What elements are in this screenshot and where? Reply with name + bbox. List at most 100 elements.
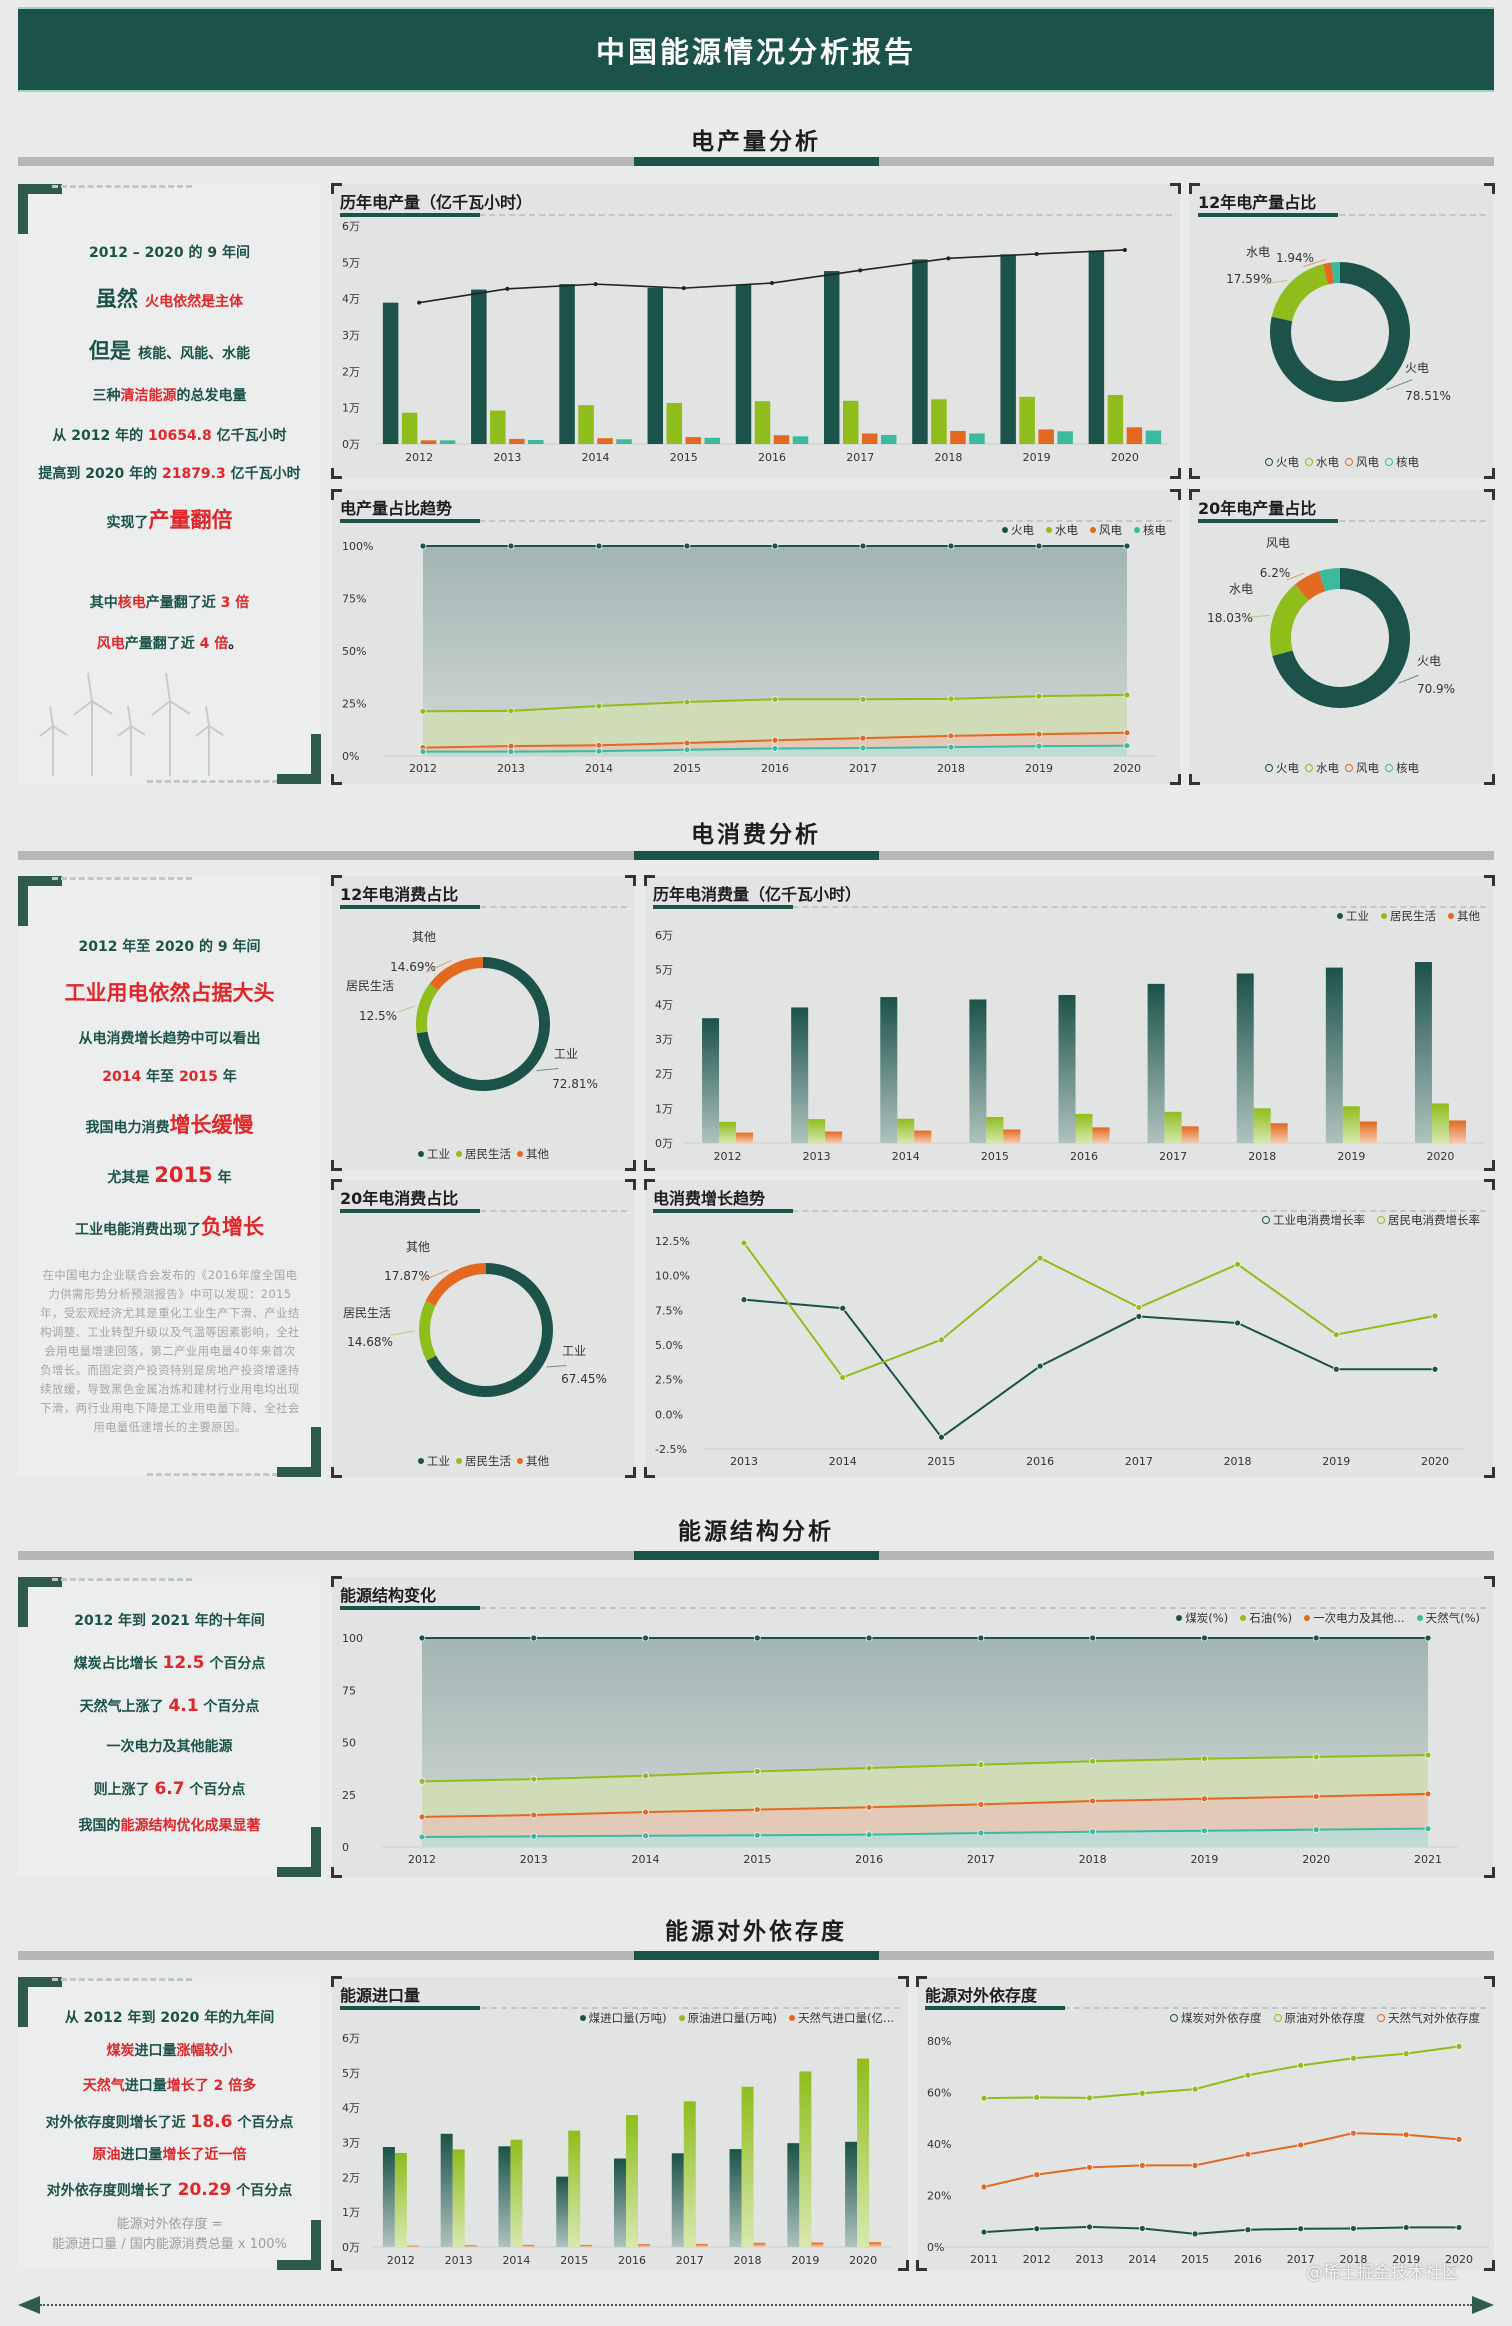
legend-item[interactable]: 石油(%) xyxy=(1240,1610,1292,1626)
legend-item[interactable]: 居民生活 xyxy=(1381,908,1436,924)
legend-item[interactable]: 天然气对外依存度 xyxy=(1377,2010,1480,2026)
x-tick-label: 2014 xyxy=(582,451,610,464)
legend-item[interactable]: 火电 xyxy=(1265,760,1299,776)
bar-series-1 xyxy=(401,412,418,444)
legend-item[interactable]: 水电 xyxy=(1305,454,1339,470)
insight-line: 则上涨了 6.7 个百分点 xyxy=(18,1778,321,1801)
legend-item[interactable]: 其他 xyxy=(1448,908,1480,924)
legend-label: 风电 xyxy=(1356,761,1379,775)
insight-line: 天然气进口量增长了 2 倍多 xyxy=(18,2075,321,2097)
legend-item[interactable]: 煤进口量(万吨) xyxy=(579,2010,667,2026)
legend-marker-icon xyxy=(1305,458,1313,466)
x-tick-label: 2014 xyxy=(829,1455,857,1468)
x-tick-label: 2013 xyxy=(493,451,521,464)
legend-item[interactable]: 其他 xyxy=(517,1453,549,1469)
x-tick-label: 2019 xyxy=(1025,762,1053,775)
insight-line: 煤炭占比增长 12.5 个百分点 xyxy=(18,1652,321,1675)
point-一次电力及其他... xyxy=(865,1803,873,1811)
insight-line: 能源进口量 / 国内能源消费总量 x 100% xyxy=(18,2233,321,2256)
legend-label: 核电 xyxy=(1396,455,1419,469)
bar-series-2 xyxy=(1038,429,1054,444)
legend-item[interactable]: 工业 xyxy=(418,1453,450,1469)
legend-item[interactable]: 煤炭对外依存度 xyxy=(1170,2010,1262,2026)
insight-text: 从 2012 年到 2020 年的九年间 xyxy=(64,2010,275,2026)
legend-item[interactable]: 水电 xyxy=(1305,760,1339,776)
legend-item[interactable]: 天然气进口量(亿... xyxy=(789,2010,894,2026)
y-tick-label: 5万 xyxy=(342,256,360,269)
point-一次电力及其他... xyxy=(1424,1790,1432,1798)
insight-text: 2012 年至 2020 的 9 年间 xyxy=(78,939,261,955)
point-煤炭(%) xyxy=(977,1634,985,1642)
insight-line: 从 2012 年到 2020 年的九年间 xyxy=(18,2007,321,2029)
legend-label: 原油进口量(万吨) xyxy=(687,2011,778,2025)
timeline-dotted-line xyxy=(40,2304,1472,2306)
bar-原油进口量(万吨) xyxy=(683,2101,696,2247)
section-title-import-dependence: 能源对外依存度 xyxy=(665,1919,847,1945)
insight-line: 提高到 2020 年的 21879.3 亿千瓦小时 xyxy=(18,463,321,485)
section-divider xyxy=(18,1951,1494,1960)
legend-item[interactable]: 风电 xyxy=(1345,760,1379,776)
legend-label: 煤炭对外依存度 xyxy=(1181,2011,1262,2025)
leader-line xyxy=(396,1005,415,1014)
legend-item[interactable]: 一次电力及其他... xyxy=(1304,1610,1405,1626)
legend-item[interactable]: 核电 xyxy=(1385,760,1419,776)
x-tick-label: 2017 xyxy=(846,451,874,464)
point-天然气对外依存度 xyxy=(1455,2135,1463,2143)
x-tick-label: 2019 xyxy=(1190,1853,1218,1866)
bar-天然气进口量(亿... xyxy=(695,2243,708,2247)
x-tick-label: 2012 xyxy=(387,2254,415,2267)
insight-text: 个百分点 xyxy=(198,1699,260,1715)
legend-label: 其他 xyxy=(526,1454,549,1468)
point-火电 xyxy=(507,542,515,550)
donut-slice-居民生活 xyxy=(416,983,439,1034)
slice-percent-label: 78.51% xyxy=(1405,389,1451,403)
x-tick-label: 2021 xyxy=(1414,1853,1442,1866)
legend-item[interactable]: 火电 xyxy=(1265,454,1299,470)
legend-item[interactable]: 火电 xyxy=(1002,522,1034,538)
legend-item[interactable]: 风电 xyxy=(1090,522,1122,538)
legend-marker-icon xyxy=(517,1151,523,1157)
x-tick-label: 2019 xyxy=(1337,1150,1365,1163)
chart-legend: 火电 水电 风电 核电 xyxy=(1002,522,1166,538)
y-tick-label: 2.5% xyxy=(655,1374,683,1387)
legend-item[interactable]: 核电 xyxy=(1134,522,1166,538)
legend-item[interactable]: 天然气(%) xyxy=(1416,1610,1480,1626)
insight-line: 实现了产量翻倍 xyxy=(18,509,321,534)
legend-item[interactable]: 居民电消费增长率 xyxy=(1377,1212,1480,1228)
legend-item[interactable]: 核电 xyxy=(1385,454,1419,470)
point-核电 xyxy=(1035,742,1043,750)
point-居民电消费增长率 xyxy=(839,1374,847,1381)
legend-item[interactable]: 其他 xyxy=(517,1146,549,1162)
insight-text: 对外依存度则增长了近 xyxy=(45,2115,191,2131)
chart-legend: 煤炭(%) 石油(%) 一次电力及其他... 天然气(%) xyxy=(1176,1610,1480,1626)
point-水电 xyxy=(947,695,955,703)
legend-label: 天然气进口量(亿... xyxy=(798,2011,894,2025)
legend-item[interactable]: 居民生活 xyxy=(456,1453,511,1469)
x-tick-label: 2018 xyxy=(1079,1853,1107,1866)
point-一次电力及其他... xyxy=(977,1800,985,1808)
bar-原油进口量(万吨) xyxy=(394,2152,407,2247)
insight-text: 2012 – 2020 的 9 年间 xyxy=(88,245,251,261)
bar-series-3 xyxy=(439,440,456,444)
point-石油(%) xyxy=(418,1777,426,1785)
legend-item[interactable]: 工业 xyxy=(1337,908,1369,924)
y-tick-label: 1万 xyxy=(342,402,360,415)
legend-item[interactable]: 居民生活 xyxy=(456,1146,511,1162)
legend-item[interactable]: 风电 xyxy=(1345,454,1379,470)
legend-item[interactable]: 工业 xyxy=(418,1146,450,1162)
chart-svg: 0万 1万 2万 3万 4万 5万 6万 2012 2013 2014 2015 2016 2017 20… xyxy=(655,929,1485,1163)
section-title-power-production: 电产量分析 xyxy=(691,129,821,155)
legend-item[interactable]: 煤炭(%) xyxy=(1176,1610,1228,1626)
legend-marker-icon xyxy=(1002,527,1008,533)
bar-series-0 xyxy=(1000,254,1016,444)
legend-item[interactable]: 原油对外依存度 xyxy=(1273,2010,1365,2026)
bar-居民生活 xyxy=(897,1118,915,1143)
point-火电 xyxy=(1035,542,1043,550)
legend-item[interactable]: 水电 xyxy=(1046,522,1078,538)
insight-text: 产量翻了近 xyxy=(124,636,200,652)
point-煤炭对外依存度 xyxy=(1350,2225,1357,2232)
y-tick-label: 50% xyxy=(342,645,366,658)
legend-marker-icon xyxy=(1345,458,1353,466)
legend-item[interactable]: 工业电消费增长率 xyxy=(1262,1212,1365,1228)
legend-item[interactable]: 原油进口量(万吨) xyxy=(678,2010,778,2026)
